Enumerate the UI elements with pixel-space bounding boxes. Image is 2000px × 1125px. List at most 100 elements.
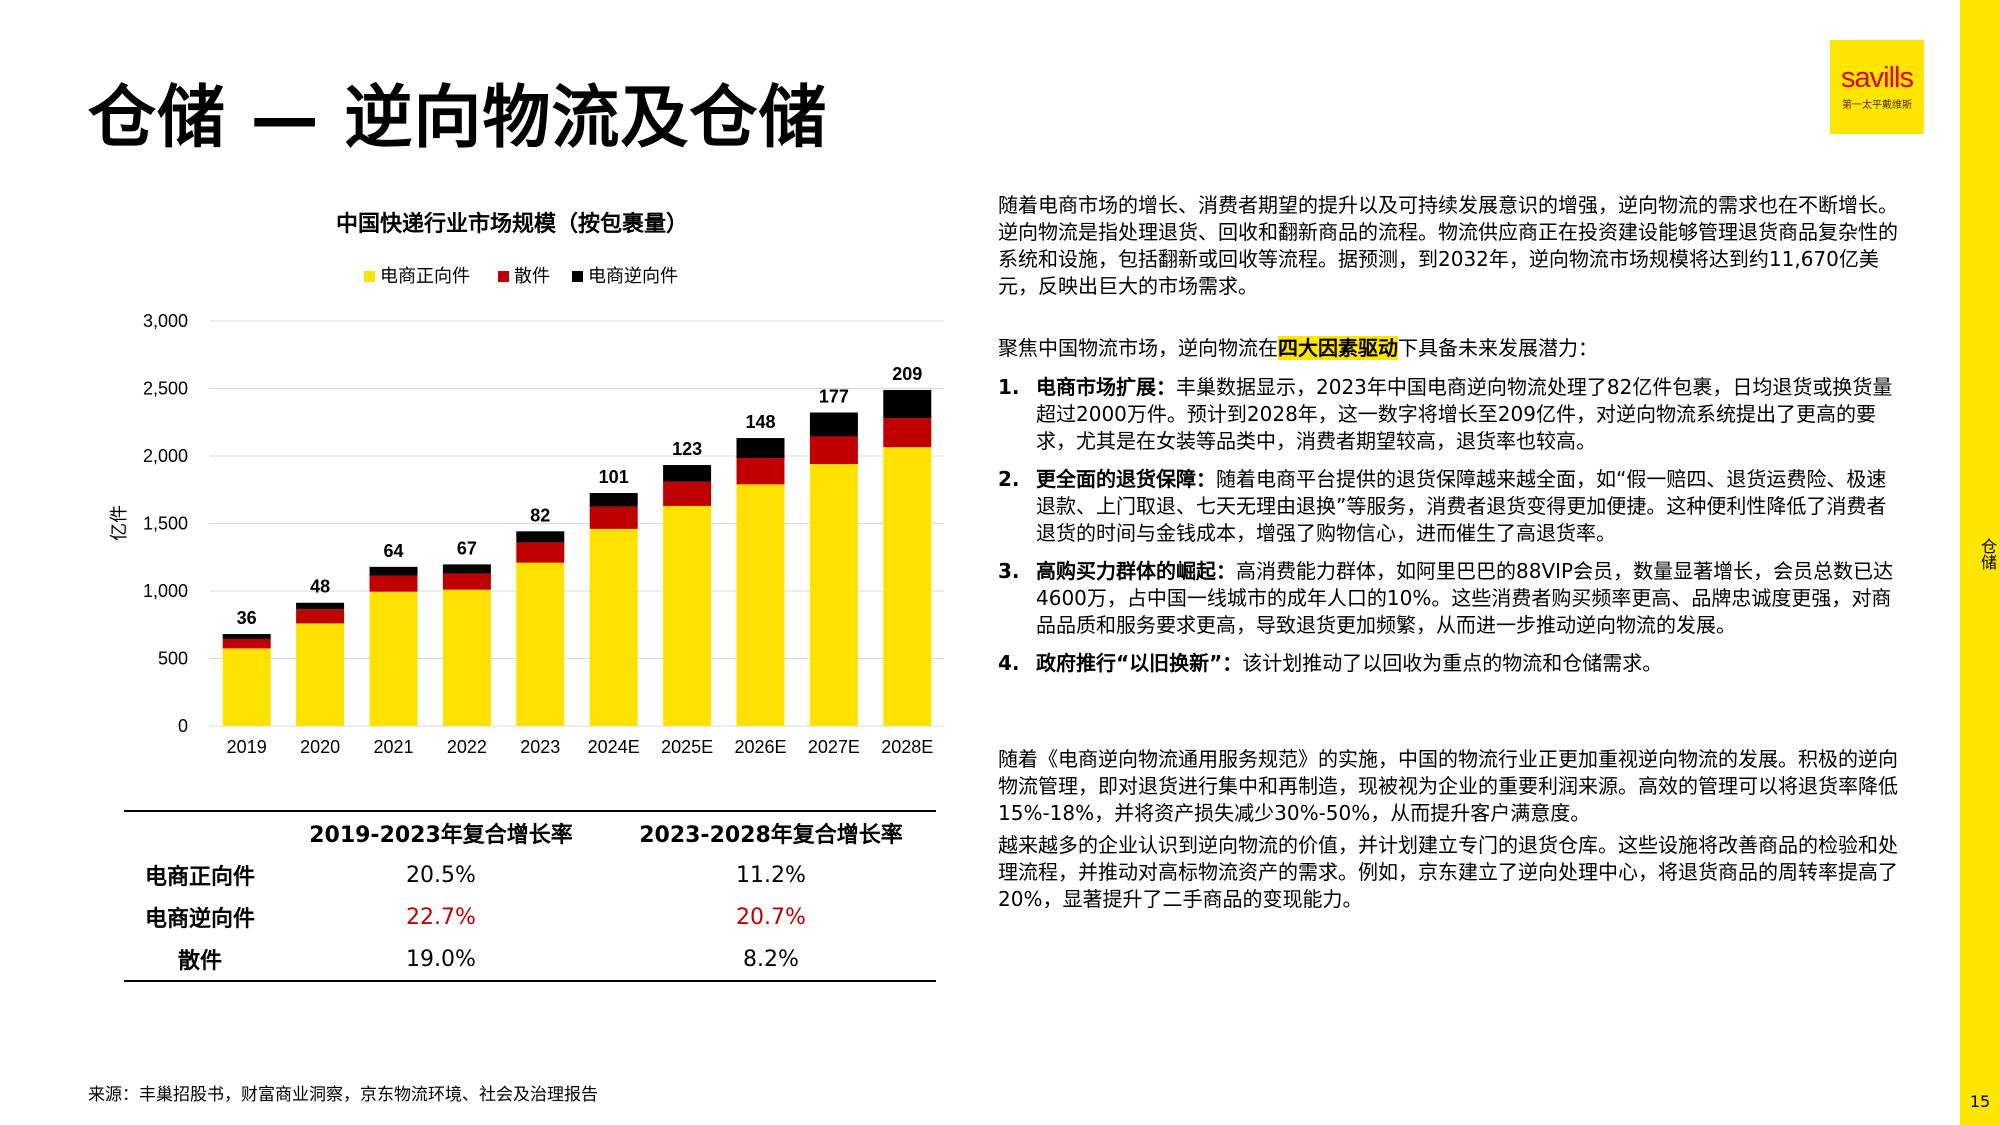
intro-text: 随着电商市场的增长、消费者期望的提升以及可持续发展意识的增强，逆向物流的需求也在… — [998, 193, 1898, 298]
bar-segment — [516, 542, 565, 563]
cagr-header-2023-2028: 2023-2028年复合增长率 — [606, 810, 936, 854]
bar-segment — [736, 484, 785, 726]
legend-entry: 电商逆向件 — [588, 266, 678, 287]
list-item: 2. 更全面的退货保障：随着电商平台提供的退货保障越来越全面，如“假一赔四、退货运… — [998, 466, 1898, 547]
bar-segment — [222, 634, 271, 639]
x-tick-label: 2023 — [520, 737, 560, 757]
focus-paragraph: 聚焦中国物流市场，逆向物流在四大因素驱动下具备未来发展潜力： — [998, 335, 1898, 362]
parcel-volume-chart: 中国快递行业市场规模（按包裹量） 电商正向件 散件 电商逆向件 0 500 1,000 1,5… — [109, 211, 944, 757]
bar-segment — [809, 436, 858, 465]
bar-total-label: 64 — [383, 541, 403, 561]
focus-pre: 聚焦中国物流市场，逆向物流在 — [998, 336, 1278, 360]
table-row: 散件 19.0% 8.2% — [124, 938, 936, 982]
y-tick-label: 2,500 — [143, 379, 188, 399]
list-item: 1. 电商市场扩展：丰巢数据显示，2023年中国电商逆向物流处理了82亿件包裹，日… — [998, 374, 1898, 455]
bar-segment — [809, 412, 858, 437]
x-tick-label: 2026E — [734, 737, 786, 757]
bar-total-label: 67 — [457, 538, 477, 558]
chart-title: 中国快递行业市场规模（按包裹量） — [336, 211, 688, 237]
row-label: 电商逆向件 — [144, 907, 255, 932]
x-tick-label: 2021 — [373, 737, 413, 757]
section-label: 仓储 — [1978, 538, 1997, 570]
bar-segment — [369, 575, 418, 592]
cagr-value: 8.2% — [606, 938, 936, 982]
bar-segment — [442, 589, 491, 726]
bar-total-label: 123 — [672, 439, 702, 459]
cagr-value: 20.5% — [406, 862, 476, 888]
table-row: 电商逆向件 22.7% 20.7% — [124, 896, 936, 938]
driver-list: 1. 电商市场扩展：丰巢数据显示，2023年中国电商逆向物流处理了82亿件包裹，日… — [998, 374, 1898, 688]
bar-segment — [663, 505, 712, 726]
bar-total-label: 48 — [310, 577, 330, 597]
cagr-value: 19.0% — [276, 938, 606, 982]
bar-segment — [736, 438, 785, 459]
x-tick-label: 2024E — [588, 737, 640, 757]
bar-segment — [296, 623, 345, 726]
bar-segment — [369, 591, 418, 726]
driver-title: 电商市场扩展： — [1036, 375, 1176, 399]
legend-entry: 电商正向件 — [380, 266, 470, 287]
driver-title: 政府推行“以旧换新”： — [1036, 651, 1243, 675]
focus-highlight: 四大因素驱动 — [1278, 336, 1398, 360]
logo-wordmark: savills — [1841, 62, 1914, 94]
bar-segment — [736, 458, 785, 485]
bar-total-label: 148 — [745, 412, 775, 432]
x-tick-label: 2027E — [808, 737, 860, 757]
cagr-header-row: 2019-2023年复合增长率 2023-2028年复合增长率 — [124, 810, 936, 854]
logo-subtext: 第一太平戴维斯 — [1842, 100, 1912, 111]
list-item: 4. 政府推行“以旧换新”：该计划推动了以回收为重点的物流和仓储需求。 — [998, 650, 1898, 677]
driver-body: 高消费能力群体，如阿里巴巴的88VIP会员，数量显著增长，会员总数已达4600万… — [1036, 559, 1894, 637]
y-tick-label: 2,000 — [143, 446, 188, 466]
driver-body: 随着电商平台提供的退货保障越来越全面，如“假一赔四、退货运费险、极速退款、上门取… — [1036, 467, 1887, 545]
savills-logo: savills 第一太平戴维斯 — [1830, 40, 1924, 134]
y-tick-label: 500 — [158, 649, 188, 669]
page-number: 15 — [1969, 1092, 1991, 1111]
bar-segment — [809, 464, 858, 726]
bar-segment — [442, 573, 491, 590]
bar-segment — [663, 465, 712, 482]
driver-title: 高购买力群体的崛起： — [1036, 559, 1236, 583]
x-tick-label: 2022 — [447, 737, 487, 757]
focus-text: 聚焦中国物流市场，逆向物流在四大因素驱动下具备未来发展潜力： — [998, 335, 1898, 362]
bar-segment — [516, 531, 565, 543]
list-item: 3. 高购买力群体的崛起：高消费能力群体，如阿里巴巴的88VIP会员，数量显著增长… — [998, 558, 1898, 639]
y-tick-label: 0 — [178, 716, 188, 736]
driver-title: 更全面的退货保障： — [1036, 467, 1216, 491]
bar-segment — [589, 528, 638, 726]
bar-segment — [516, 562, 565, 726]
x-tick-label: 2020 — [300, 737, 340, 757]
cagr-table: 2019-2023年复合增长率 2023-2028年复合增长率 电商正向件 20… — [124, 810, 936, 982]
bar-segment — [369, 566, 418, 576]
list-number: 2. — [998, 467, 1020, 491]
page-title: 仓储 — 逆向物流及仓储 — [88, 79, 828, 158]
intro-paragraph: 随着电商市场的增长、消费者期望的提升以及可持续发展意识的增强，逆向物流的需求也在… — [998, 192, 1898, 300]
y-tick-label: 1,500 — [143, 514, 188, 534]
bar-segment — [296, 609, 345, 624]
list-number: 4. — [998, 651, 1020, 675]
legend-entry: 散件 — [514, 266, 550, 287]
bar-total-label: 82 — [530, 505, 550, 525]
legend-swatch — [364, 271, 375, 282]
cagr-value: 11.2% — [736, 862, 806, 888]
x-tick-label: 2019 — [227, 737, 267, 757]
paragraph-3-text: 随着《电商逆向物流通用服务规范》的实施，中国的物流行业正更加重视逆向物流的发展。… — [998, 747, 1898, 825]
bar-segment — [589, 492, 638, 507]
cagr-value: 20.7% — [736, 904, 806, 930]
side-accent-bar — [1960, 0, 2000, 1125]
y-tick-label: 1,000 — [143, 581, 188, 601]
x-tick-label: 2025E — [661, 737, 713, 757]
driver-body: 该计划推动了以回收为重点的物流和仓储需求。 — [1242, 651, 1663, 675]
source-note: 来源：丰巢招股书，财富商业洞察，京东物流环境、社会及治理报告 — [88, 1085, 598, 1105]
paragraph-3: 随着《电商逆向物流通用服务规范》的实施，中国的物流行业正更加重视逆向物流的发展。… — [998, 746, 1898, 827]
bar-segment — [589, 506, 638, 529]
bar-segment — [442, 564, 491, 574]
bar-segment — [222, 648, 271, 726]
paragraph-4: 越来越多的企业认识到逆向物流的价值，并计划建立专门的退货仓库。这些设施将改善商品… — [998, 832, 1898, 913]
bar-segment — [883, 447, 932, 726]
bar-segment — [296, 602, 345, 610]
legend-swatch — [498, 271, 509, 282]
cagr-header-blank — [124, 810, 276, 854]
bar-segment — [663, 481, 712, 506]
cagr-header-2019-2023: 2019-2023年复合增长率 — [276, 810, 606, 854]
driver-body: 丰巢数据显示，2023年中国电商逆向物流处理了82亿件包裹，日均退货或换货量超过… — [1036, 375, 1893, 453]
